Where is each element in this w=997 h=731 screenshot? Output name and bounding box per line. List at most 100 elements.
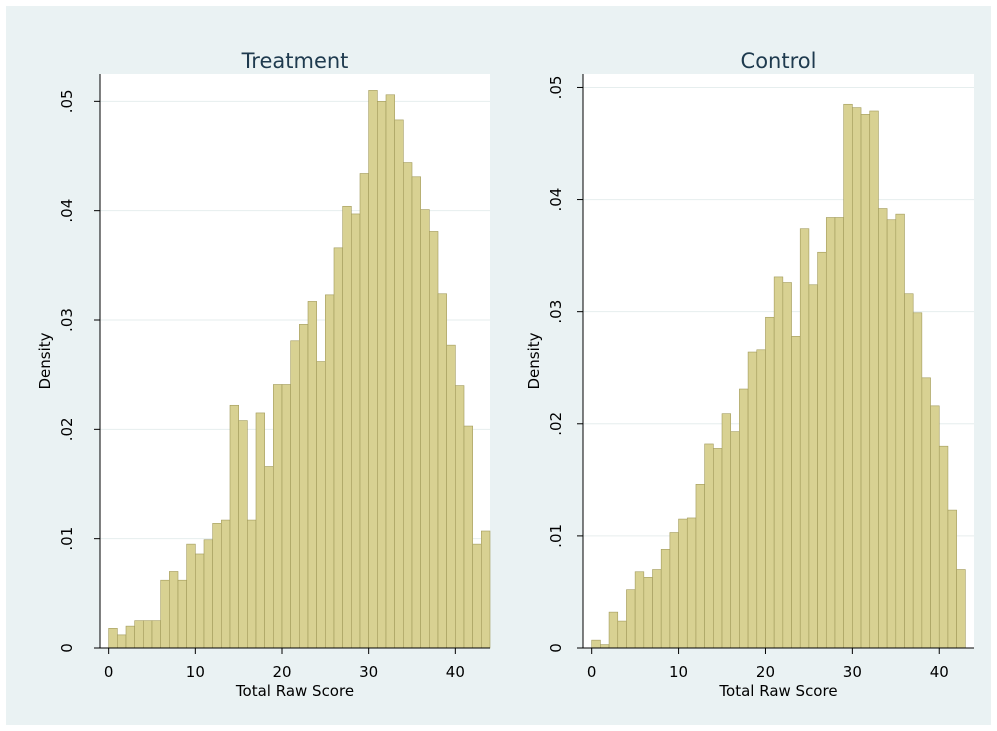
treatment-bar-43	[481, 530, 491, 649]
treatment-ytick-label-5: .05	[58, 89, 76, 113]
treatment-bar-35	[411, 176, 421, 649]
treatment-bar-25	[325, 294, 335, 649]
control-bar-37	[912, 312, 923, 649]
control-bar-25	[808, 284, 818, 649]
control-title: Control	[741, 49, 817, 73]
treatment-ytick-label-3: .03	[58, 308, 76, 332]
control-bar-7	[652, 569, 662, 649]
control-bar-20	[765, 316, 775, 649]
treatment-bar-34	[403, 162, 413, 649]
treatment-bar-2	[125, 625, 135, 649]
control-bar-2	[608, 611, 619, 649]
control-ytick-label-5: .05	[547, 76, 565, 100]
treatment-ytick-label-4: .04	[58, 199, 76, 223]
control-ytick-label-4: .04	[547, 188, 565, 212]
treatment-bar-1	[117, 634, 127, 649]
treatment-bar-22	[299, 324, 309, 649]
control-bar-4	[626, 589, 636, 649]
control-bar-30	[852, 107, 862, 649]
control-bar-9	[669, 532, 679, 649]
treatment-xtick-label-0: 0	[104, 663, 114, 681]
treatment-bar-5	[151, 620, 161, 649]
control-bar-19	[756, 349, 766, 649]
control-bar-15	[721, 413, 732, 649]
treatment-xtick-label-2: 20	[272, 663, 291, 681]
treatment-ytick-label-1: .01	[58, 527, 76, 551]
control-xtick-label-2: 20	[756, 663, 775, 681]
treatment-bar-11	[203, 539, 213, 649]
treatment-ytick-label-2: .02	[58, 417, 76, 441]
control-bar-12	[695, 484, 705, 649]
control-xtick-label-0: 0	[587, 663, 597, 681]
treatment-bar-17	[255, 412, 265, 649]
treatment-xtick-label-3: 30	[359, 663, 378, 681]
treatment-bar-32	[385, 94, 395, 649]
control-bar-18	[747, 351, 758, 649]
treatment-ytick-label-0: 0	[58, 643, 76, 653]
treatment-panel: 0 .01 .02 .03 .04 .05 0 10 20 30 40 Treatment Total …	[36, 49, 491, 700]
control-bar-8	[660, 549, 671, 649]
control-bar-1	[600, 644, 610, 649]
treatment-bar-21	[290, 340, 300, 649]
control-ytick-label-2: .02	[547, 412, 565, 436]
treatment-bar-40	[455, 385, 465, 649]
control-bar-38	[921, 377, 931, 649]
control-bar-42	[956, 569, 966, 649]
treatment-bar-18	[264, 466, 274, 649]
control-bar-10	[678, 518, 688, 649]
treatment-bar-16	[247, 519, 257, 649]
treatment-bar-0	[108, 628, 118, 649]
treatment-bar-6	[160, 579, 170, 649]
control-bar-3	[617, 620, 627, 649]
control-bar-16	[730, 431, 740, 649]
treatment-xtick-label-1: 10	[186, 663, 205, 681]
treatment-bar-37	[429, 231, 439, 649]
control-bar-31	[860, 114, 871, 649]
control-y-axis-label: Density	[525, 332, 543, 389]
control-panel: 0 .01 .02 .03 .04 .05 0 10 20 30 40 Control Total Ra…	[525, 49, 974, 700]
control-bar-27	[825, 217, 836, 649]
control-bar-14	[713, 448, 723, 649]
treatment-bar-36	[420, 209, 430, 649]
control-bar-40	[938, 445, 949, 649]
control-bar-22	[782, 282, 792, 649]
control-bar-23	[791, 336, 801, 649]
figure-background: 0 .01 .02 .03 .04 .05 0 10 20 30 40 Treatment Total …	[6, 6, 991, 725]
treatment-bar-38	[437, 293, 447, 649]
treatment-y-axis-label: Density	[36, 332, 54, 389]
treatment-bar-19	[273, 384, 283, 649]
control-bar-5	[634, 571, 645, 649]
treatment-bar-42	[472, 543, 482, 649]
treatment-bar-3	[134, 620, 144, 649]
control-xtick-label-3: 30	[843, 663, 862, 681]
treatment-bar-20	[281, 384, 291, 649]
figure-canvas: 0 .01 .02 .03 .04 .05 0 10 20 30 40 Treatment Total …	[36, 49, 974, 700]
treatment-bar-9	[186, 543, 196, 649]
treatment-bar-33	[394, 119, 404, 649]
control-ytick-label-0: 0	[547, 643, 565, 653]
treatment-bar-31	[377, 101, 387, 649]
treatment-xtick-label-4: 40	[446, 663, 465, 681]
control-bar-11	[686, 517, 697, 649]
treatment-x-axis-label: Total Raw Score	[235, 682, 354, 700]
treatment-bar-26	[333, 247, 343, 649]
treatment-bar-8	[177, 579, 187, 649]
control-bar-17	[739, 388, 749, 649]
treatment-bar-23	[307, 301, 317, 649]
control-bar-32	[869, 110, 879, 649]
treatment-bar-10	[195, 553, 205, 649]
control-bar-29	[843, 103, 853, 649]
control-bar-26	[817, 251, 827, 649]
treatment-bar-12	[212, 523, 222, 649]
treatment-bar-7	[169, 571, 179, 649]
treatment-bar-28	[351, 213, 361, 649]
treatment-bar-4	[143, 620, 153, 649]
control-x-axis-label: Total Raw Score	[718, 682, 837, 700]
control-bar-24	[799, 228, 810, 649]
control-bar-13	[704, 443, 714, 649]
control-bar-28	[834, 217, 844, 649]
treatment-bar-30	[368, 90, 378, 649]
treatment-bar-41	[463, 425, 473, 649]
treatment-bar-29	[359, 173, 369, 649]
control-ytick-label-3: .03	[547, 300, 565, 324]
